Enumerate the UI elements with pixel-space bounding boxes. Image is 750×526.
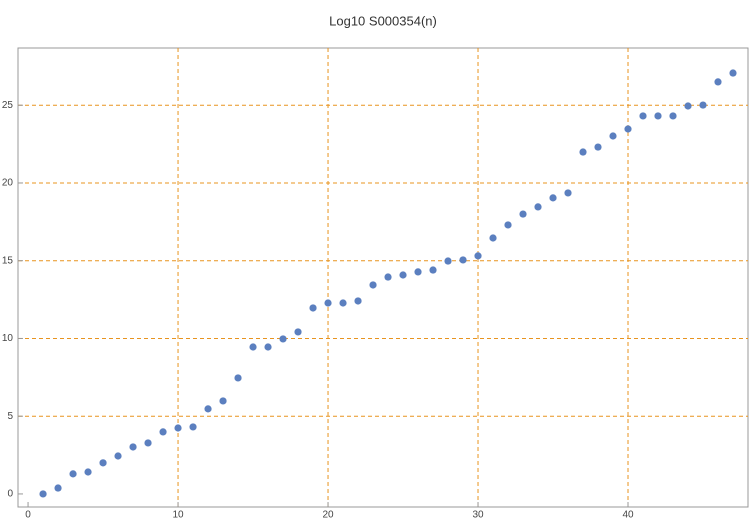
point bbox=[669, 112, 677, 120]
y-tick-label: 20 bbox=[2, 178, 14, 189]
point bbox=[729, 69, 737, 77]
y-tick-label: 15 bbox=[2, 255, 14, 266]
x-tick-label: 10 bbox=[172, 510, 184, 521]
point bbox=[234, 374, 242, 382]
point bbox=[639, 112, 647, 120]
point bbox=[534, 203, 542, 211]
point bbox=[219, 397, 227, 405]
point bbox=[174, 424, 182, 432]
point bbox=[594, 143, 602, 151]
point bbox=[519, 210, 527, 218]
x-tick-label: 0 bbox=[25, 510, 31, 521]
point bbox=[264, 343, 272, 351]
point bbox=[99, 459, 107, 467]
point bbox=[249, 343, 257, 351]
plot-frame bbox=[17, 47, 749, 508]
point bbox=[309, 304, 317, 312]
point bbox=[369, 281, 377, 289]
point bbox=[549, 194, 557, 202]
point bbox=[144, 439, 152, 447]
point bbox=[384, 273, 392, 281]
x-tick-label: 20 bbox=[322, 510, 334, 521]
point bbox=[504, 221, 512, 229]
chart-title: Log10 S000354(n) bbox=[329, 13, 437, 28]
point bbox=[474, 252, 482, 260]
point bbox=[129, 443, 137, 451]
y-tick-label: 5 bbox=[7, 411, 13, 422]
point bbox=[459, 256, 467, 264]
x-tick-label: 40 bbox=[622, 510, 634, 521]
point bbox=[684, 102, 692, 110]
point bbox=[339, 299, 347, 307]
point bbox=[564, 189, 572, 197]
point bbox=[579, 148, 587, 156]
y-tick-label: 10 bbox=[2, 333, 14, 344]
point bbox=[429, 266, 437, 274]
point bbox=[414, 268, 422, 276]
point bbox=[294, 328, 302, 336]
point bbox=[39, 490, 47, 498]
point bbox=[159, 428, 167, 436]
point bbox=[609, 132, 617, 140]
point bbox=[444, 257, 452, 265]
point bbox=[489, 234, 497, 242]
x-tick-label: 30 bbox=[472, 510, 484, 521]
point bbox=[399, 271, 407, 279]
point bbox=[69, 470, 77, 478]
point bbox=[279, 335, 287, 343]
point bbox=[84, 468, 92, 476]
point bbox=[204, 405, 212, 413]
point bbox=[654, 112, 662, 120]
point bbox=[624, 125, 632, 133]
y-tick-label: 0 bbox=[7, 489, 13, 500]
point bbox=[54, 484, 62, 492]
point bbox=[114, 452, 122, 460]
point bbox=[324, 299, 332, 307]
point bbox=[714, 78, 722, 86]
y-tick-label: 25 bbox=[2, 100, 14, 111]
point bbox=[699, 101, 707, 109]
point bbox=[354, 297, 362, 305]
point bbox=[189, 423, 197, 431]
